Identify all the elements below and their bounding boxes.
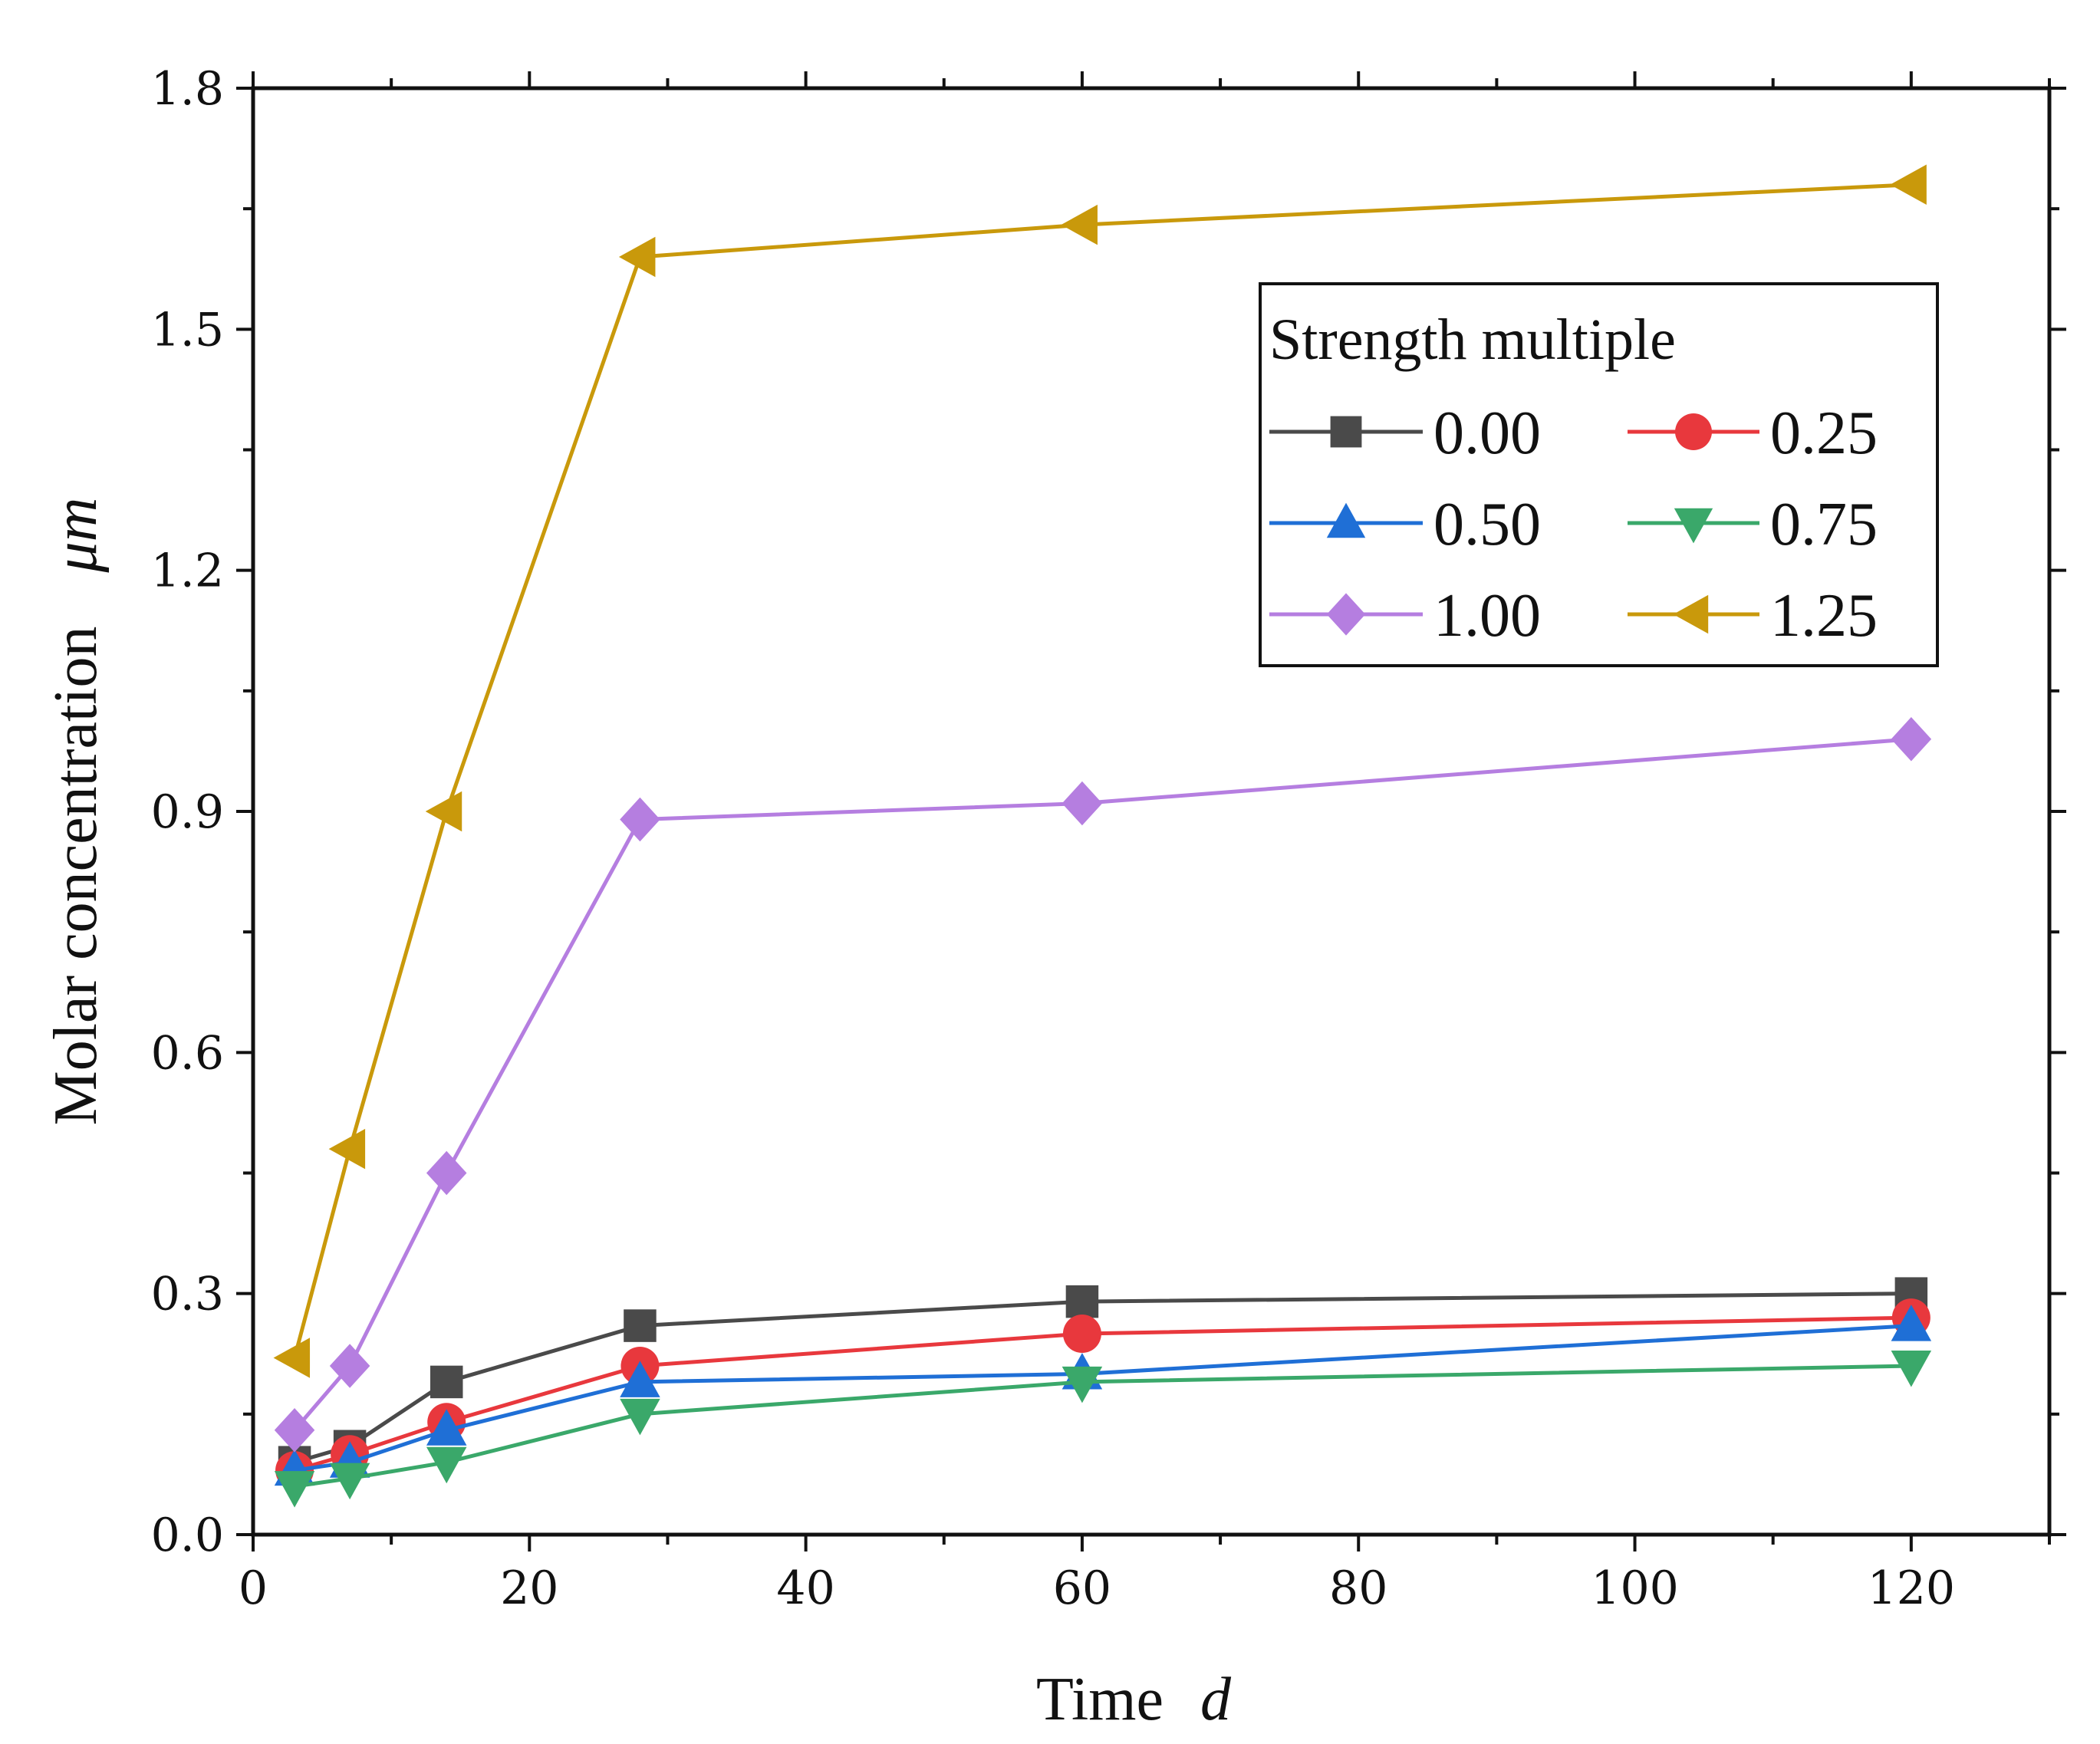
legend-box xyxy=(1259,282,1939,667)
series-0-00 xyxy=(278,1277,1928,1479)
y-tick-label: 0.6 xyxy=(151,1026,224,1080)
legend-label: 0.50 xyxy=(1433,491,1541,558)
legend-marker xyxy=(1326,502,1366,538)
x-tick-label: 80 xyxy=(1329,1561,1387,1615)
series-line xyxy=(294,1292,1911,1465)
legend-label: 1.00 xyxy=(1433,582,1541,650)
data-point xyxy=(1890,164,1927,205)
data-point xyxy=(1062,1366,1103,1403)
x-axis-title: Time d xyxy=(1036,1666,1232,1733)
y-tick-label: 1.8 xyxy=(151,62,224,116)
data-point xyxy=(1891,1350,1932,1387)
data-point xyxy=(328,1128,366,1170)
y-tick-label: 1.5 xyxy=(151,303,224,357)
data-point xyxy=(1062,781,1103,826)
legend-marker xyxy=(1674,508,1713,544)
data-point xyxy=(430,1365,463,1399)
legend-item: 0.25 xyxy=(1628,400,1878,467)
series-layer xyxy=(273,164,1932,1508)
legend-item: 0.00 xyxy=(1269,400,1541,467)
legend-marker xyxy=(1330,416,1362,448)
data-point xyxy=(618,236,656,278)
data-point xyxy=(1062,1315,1101,1354)
data-point xyxy=(274,1408,315,1453)
legend-marker xyxy=(1673,594,1709,634)
series-0-75 xyxy=(274,1350,1932,1508)
y-axis-title: Molar concentration μm xyxy=(42,498,110,1126)
data-point xyxy=(426,1446,467,1484)
legend-marker xyxy=(1675,413,1712,450)
data-point xyxy=(273,1338,311,1378)
legend: Strength multiple 0.00 0.25 0.50 0.75 1.00 1.… xyxy=(1259,282,1939,667)
legend-label: 0.75 xyxy=(1770,491,1878,558)
data-point xyxy=(620,797,660,842)
series-1-25 xyxy=(273,164,1927,1378)
data-point xyxy=(1065,1285,1099,1318)
data-point xyxy=(1891,716,1932,762)
legend-label: 0.25 xyxy=(1770,400,1878,467)
x-tick-label: 40 xyxy=(776,1561,834,1615)
data-point xyxy=(620,1361,660,1397)
y-tick-label: 0.0 xyxy=(151,1509,224,1562)
legend-items: 0.00 0.25 0.50 0.75 1.00 1.25 xyxy=(1269,400,1878,650)
data-point xyxy=(1891,1305,1932,1341)
series-line xyxy=(294,1324,1911,1473)
y-tick-label: 0.3 xyxy=(151,1268,224,1321)
series-line xyxy=(293,737,1912,1432)
y-axis-title-text: Molar concentration xyxy=(42,627,110,1126)
legend-item: 0.75 xyxy=(1628,491,1878,558)
data-point xyxy=(1061,204,1098,245)
data-point xyxy=(624,1309,657,1342)
y-tick-label: 0.9 xyxy=(151,785,224,839)
legend-label: 0.00 xyxy=(1433,400,1541,467)
x-tick-label: 100 xyxy=(1591,1561,1679,1615)
y-axis-unit: μm xyxy=(42,498,110,574)
y-axis-ticks: 0.0 0.3 0.6 0.9 1.2 1.5 1.8 xyxy=(151,62,2066,1562)
x-tick-label: 120 xyxy=(1868,1561,1956,1615)
data-point xyxy=(425,791,462,832)
legend-label: 1.25 xyxy=(1770,582,1878,650)
series-line xyxy=(294,1364,1911,1489)
x-tick-label: 20 xyxy=(500,1561,558,1615)
x-tick-label: 0 xyxy=(239,1561,268,1615)
x-axis-title-text: Time xyxy=(1036,1666,1164,1733)
x-axis-unit: d xyxy=(1200,1666,1232,1733)
data-point xyxy=(329,1463,370,1500)
legend-item: 1.25 xyxy=(1628,582,1878,650)
legend-item: 0.50 xyxy=(1269,491,1541,558)
data-point xyxy=(274,1471,315,1508)
legend-title: Strength multiple xyxy=(1269,308,1676,372)
y-tick-label: 1.2 xyxy=(151,545,224,598)
data-point xyxy=(426,1150,467,1196)
x-tick-label: 60 xyxy=(1053,1561,1111,1615)
plot-frame xyxy=(251,86,2052,1537)
series-0-25 xyxy=(275,1298,1930,1490)
data-point xyxy=(620,1398,660,1436)
series-line xyxy=(292,183,1911,1359)
series-1-00 xyxy=(274,716,1932,1453)
x-axis-ticks: 0 20 40 60 80 100 120 xyxy=(239,71,2051,1615)
legend-marker xyxy=(1326,593,1366,636)
legend-item: 1.00 xyxy=(1269,582,1541,650)
data-point xyxy=(329,1344,370,1388)
data-point xyxy=(426,1409,467,1446)
